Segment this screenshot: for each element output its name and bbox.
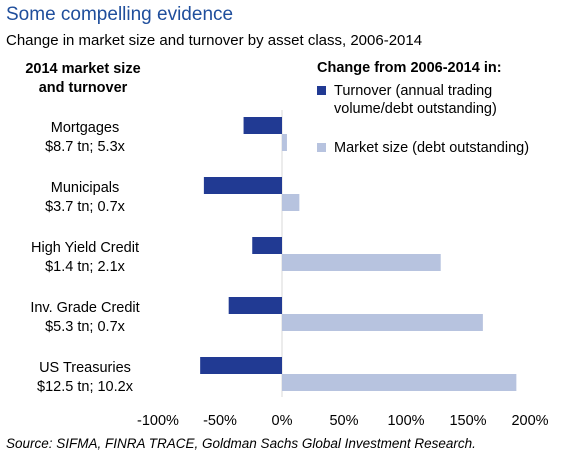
category-detail-label-2: $1.4 tn; 2.1x: [45, 259, 126, 275]
chart-title: Some compelling evidence: [6, 4, 234, 25]
legend-swatch-turnover: [317, 86, 326, 95]
bar-market-size-2: [282, 254, 441, 271]
category-name-label-1: Municipals: [51, 180, 120, 196]
x-tick-label-3: 50%: [329, 413, 358, 429]
legend-item-market-size: Market size (debt outstanding): [317, 139, 549, 157]
bar-turnover-1: [203, 177, 282, 194]
legend-swatch-market-size: [317, 143, 326, 152]
category-name-label-2: High Yield Credit: [31, 240, 139, 256]
bar-turnover-0: [243, 117, 282, 134]
bar-market-size-1: [282, 194, 300, 211]
category-detail-label-3: $5.3 tn; 0.7x: [45, 319, 126, 335]
bar-market-size-4: [282, 374, 517, 391]
category-detail-label-1: $3.7 tn; 0.7x: [45, 199, 126, 215]
bar-turnover-3: [228, 297, 282, 314]
x-tick-label-0: -100%: [137, 413, 179, 429]
x-tick-label-6: 200%: [511, 413, 548, 429]
legend-title: Change from 2006-2014 in:: [317, 60, 502, 76]
x-tick-label-5: 150%: [449, 413, 486, 429]
x-tick-label-1: -50%: [203, 413, 237, 429]
category-header-line-2: and turnover: [38, 80, 128, 96]
chart-subtitle: Change in market size and turnover by as…: [6, 32, 423, 49]
bar-turnover-2: [252, 237, 282, 254]
source-note: Source: SIFMA, FINRA TRACE, Goldman Sach…: [6, 436, 476, 451]
bar-turnover-4: [200, 357, 282, 374]
x-tick-label-2: 0%: [272, 413, 293, 429]
category-detail-label-0: $8.7 tn; 5.3x: [45, 139, 126, 155]
category-name-label-4: US Treasuries: [39, 360, 131, 376]
legend-label-turnover: Turnover (annual trading volume/debt out…: [334, 83, 497, 117]
category-name-label-0: Mortgages: [51, 120, 120, 136]
x-tick-label-4: 100%: [387, 413, 424, 429]
bar-market-size-0: [282, 134, 287, 151]
legend-label-market-size: Market size (debt outstanding): [334, 140, 530, 156]
legend-item-turnover: Turnover (annual trading volume/debt out…: [317, 82, 549, 118]
bar-market-size-3: [282, 314, 483, 331]
category-detail-label-4: $12.5 tn; 10.2x: [37, 379, 134, 395]
category-header-line-1: 2014 market size: [25, 61, 141, 77]
category-name-label-3: Inv. Grade Credit: [30, 300, 139, 316]
category-column-header: 2014 market size and turnover: [8, 60, 158, 98]
